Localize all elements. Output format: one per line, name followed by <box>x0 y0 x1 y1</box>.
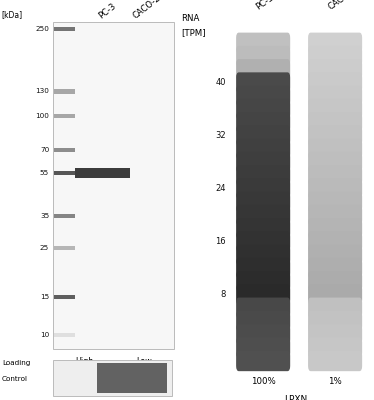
FancyBboxPatch shape <box>236 311 290 332</box>
FancyBboxPatch shape <box>236 125 290 146</box>
Text: CACO-2: CACO-2 <box>326 0 359 12</box>
Text: 100%: 100% <box>251 377 276 386</box>
Text: 16: 16 <box>215 237 226 246</box>
FancyBboxPatch shape <box>308 125 362 146</box>
FancyBboxPatch shape <box>55 214 75 218</box>
Text: High: High <box>75 357 94 366</box>
FancyBboxPatch shape <box>55 333 75 337</box>
Text: 35: 35 <box>40 213 49 219</box>
Text: 15: 15 <box>40 294 49 300</box>
FancyBboxPatch shape <box>236 112 290 133</box>
FancyBboxPatch shape <box>55 246 75 250</box>
FancyBboxPatch shape <box>236 72 290 93</box>
FancyBboxPatch shape <box>308 59 362 80</box>
Text: 55: 55 <box>40 170 49 176</box>
FancyBboxPatch shape <box>308 284 362 305</box>
FancyBboxPatch shape <box>236 324 290 345</box>
FancyBboxPatch shape <box>236 298 290 318</box>
Text: PC-3: PC-3 <box>96 2 117 20</box>
FancyBboxPatch shape <box>236 59 290 80</box>
FancyBboxPatch shape <box>308 46 362 66</box>
Text: Loading: Loading <box>2 360 30 366</box>
FancyBboxPatch shape <box>236 218 290 239</box>
Text: Low: Low <box>136 357 152 366</box>
FancyBboxPatch shape <box>308 152 362 172</box>
FancyBboxPatch shape <box>308 192 362 212</box>
Text: LPXN: LPXN <box>285 396 308 400</box>
FancyBboxPatch shape <box>236 258 290 278</box>
FancyBboxPatch shape <box>308 99 362 120</box>
FancyBboxPatch shape <box>308 324 362 345</box>
FancyBboxPatch shape <box>308 72 362 93</box>
FancyBboxPatch shape <box>308 350 362 371</box>
Text: [TPM]: [TPM] <box>181 28 206 38</box>
FancyBboxPatch shape <box>308 311 362 332</box>
Text: 25: 25 <box>40 245 49 251</box>
FancyBboxPatch shape <box>308 231 362 252</box>
Text: PC-3: PC-3 <box>254 0 275 12</box>
Text: 100: 100 <box>36 113 49 119</box>
FancyBboxPatch shape <box>53 360 172 396</box>
FancyBboxPatch shape <box>308 271 362 292</box>
FancyBboxPatch shape <box>55 171 75 175</box>
FancyBboxPatch shape <box>308 178 362 199</box>
FancyBboxPatch shape <box>236 244 290 265</box>
FancyBboxPatch shape <box>55 148 75 152</box>
FancyBboxPatch shape <box>236 231 290 252</box>
FancyBboxPatch shape <box>236 271 290 292</box>
FancyBboxPatch shape <box>236 350 290 371</box>
FancyBboxPatch shape <box>55 90 75 94</box>
FancyBboxPatch shape <box>53 22 174 348</box>
Text: 250: 250 <box>36 26 49 32</box>
Text: 70: 70 <box>40 147 49 153</box>
FancyBboxPatch shape <box>308 165 362 186</box>
FancyBboxPatch shape <box>236 152 290 172</box>
FancyBboxPatch shape <box>236 337 290 358</box>
FancyBboxPatch shape <box>236 99 290 120</box>
FancyBboxPatch shape <box>308 258 362 278</box>
Text: 10: 10 <box>40 332 49 338</box>
FancyBboxPatch shape <box>308 86 362 106</box>
FancyBboxPatch shape <box>308 205 362 226</box>
Text: 24: 24 <box>216 184 226 193</box>
FancyBboxPatch shape <box>96 364 167 392</box>
FancyBboxPatch shape <box>236 192 290 212</box>
FancyBboxPatch shape <box>308 218 362 239</box>
FancyBboxPatch shape <box>308 337 362 358</box>
Text: 8: 8 <box>221 290 226 299</box>
FancyBboxPatch shape <box>236 205 290 226</box>
FancyBboxPatch shape <box>308 112 362 133</box>
FancyBboxPatch shape <box>236 33 290 53</box>
FancyBboxPatch shape <box>236 86 290 106</box>
FancyBboxPatch shape <box>236 46 290 66</box>
FancyBboxPatch shape <box>308 138 362 159</box>
FancyBboxPatch shape <box>236 165 290 186</box>
Text: 130: 130 <box>36 88 49 94</box>
FancyBboxPatch shape <box>75 168 131 178</box>
FancyBboxPatch shape <box>236 138 290 159</box>
FancyBboxPatch shape <box>308 33 362 53</box>
FancyBboxPatch shape <box>308 244 362 265</box>
Text: Control: Control <box>2 376 28 382</box>
FancyBboxPatch shape <box>236 178 290 199</box>
Text: 40: 40 <box>216 78 226 87</box>
Text: 1%: 1% <box>328 377 342 386</box>
Text: RNA: RNA <box>181 14 200 23</box>
FancyBboxPatch shape <box>55 114 75 118</box>
Text: [kDa]: [kDa] <box>2 10 23 19</box>
FancyBboxPatch shape <box>236 284 290 305</box>
Text: 32: 32 <box>215 131 226 140</box>
FancyBboxPatch shape <box>55 27 75 31</box>
Text: CACO-2: CACO-2 <box>132 0 163 20</box>
FancyBboxPatch shape <box>308 298 362 318</box>
FancyBboxPatch shape <box>55 295 75 299</box>
